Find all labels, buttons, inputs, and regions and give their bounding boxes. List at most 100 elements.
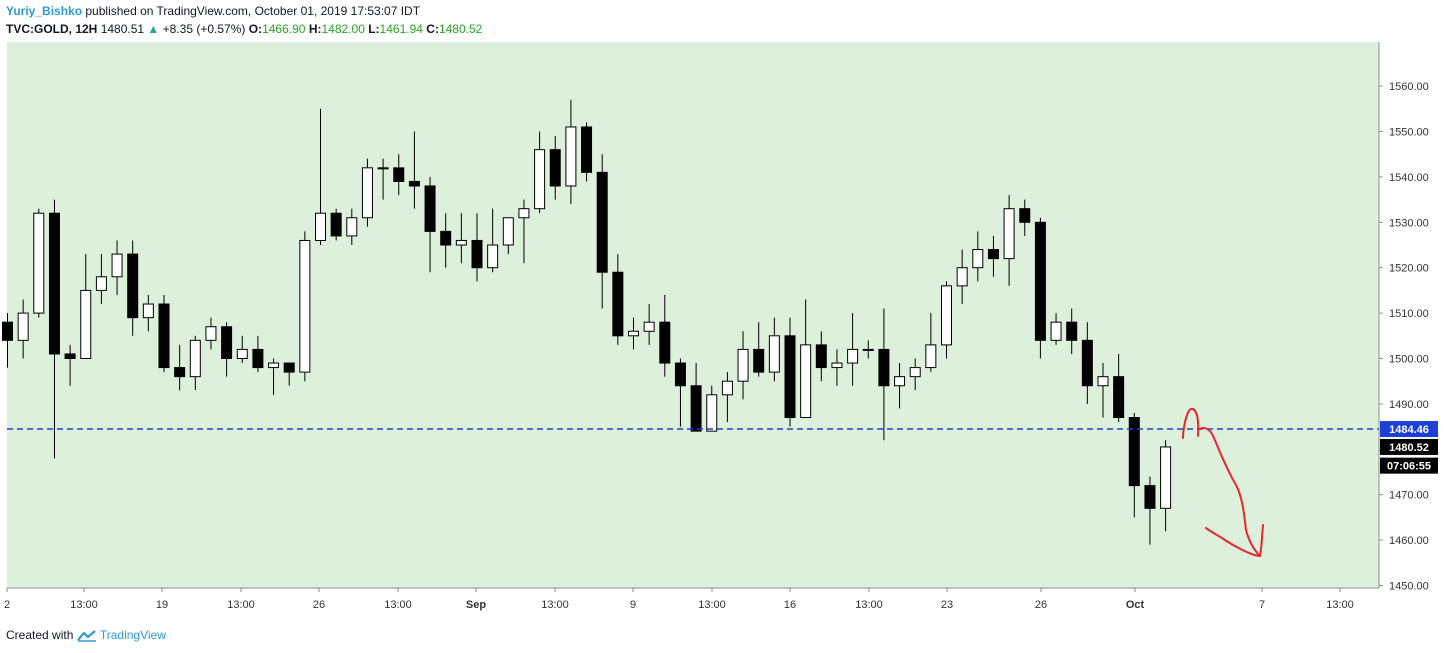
bull-candle [17, 312, 29, 341]
bear-candle [1066, 321, 1078, 341]
bull-candle [487, 244, 499, 269]
bull-candle [502, 217, 514, 246]
price-tick-label: 1460.00 [1389, 535, 1429, 547]
bull-candle [862, 348, 874, 351]
open-value: 1466.90 [262, 22, 306, 36]
bull-candle [1050, 321, 1062, 341]
high-value: 1482.00 [321, 22, 365, 36]
bull-candle [80, 289, 92, 359]
bear-candle [408, 180, 420, 187]
bull-candle [1003, 208, 1015, 260]
chart-background [7, 42, 1379, 588]
price-tags: 1484.46 1480.52 07:06:55 [1380, 421, 1438, 474]
time-tick-label: 26 [313, 599, 325, 611]
candlestick-chart[interactable]: 1560.00 1550.00 1540.00 1530.00 1520.00 1510.… [0, 0, 1444, 625]
bull-candle [1097, 376, 1109, 387]
close-value: 1480.52 [438, 22, 483, 36]
bear-candle [987, 249, 999, 260]
bear-candle [1019, 208, 1031, 223]
price-tick-label: 1450.00 [1389, 581, 1429, 593]
last-price: 1480.51 [100, 22, 145, 36]
bear-candle [690, 385, 702, 432]
high-label: H: [308, 22, 322, 36]
bull-candle [299, 239, 311, 373]
time-tick-label: 13:00 [384, 599, 412, 611]
bull-candle [909, 367, 921, 378]
bull-candle [315, 212, 326, 241]
publish-info: Yuriy_Bishko published on TradingView.co… [6, 4, 420, 18]
close-label: C: [426, 22, 439, 36]
bull-candle [142, 303, 154, 319]
footer: Created with TradingView [6, 628, 166, 642]
time-tick-label: 9 [630, 599, 636, 611]
time-tick-label: 13:00 [541, 599, 569, 611]
bull-candle [768, 335, 780, 373]
bull-candle [268, 362, 280, 369]
time-tick-label: 13:00 [1326, 599, 1354, 611]
price-axis: 1560.00 1550.00 1540.00 1530.00 1520.00 1510.… [1379, 81, 1429, 593]
bear-candle [596, 171, 608, 273]
bull-candle [925, 344, 937, 369]
bull-candle [831, 362, 843, 369]
symbol-label: TVC:GOLD, 12H [6, 22, 98, 36]
bull-candle [455, 239, 467, 246]
open-label: O: [248, 22, 263, 36]
time-tick-label: 13:00 [70, 599, 98, 611]
bear-candle [815, 344, 827, 369]
bull-candle [956, 267, 968, 287]
time-tick-label: 7 [1259, 599, 1265, 611]
bull-candle [236, 348, 248, 360]
bull-candle [643, 321, 655, 332]
bear-candle [1128, 417, 1140, 487]
price-tick-label: 1530.00 [1389, 217, 1429, 229]
price-tick-label: 1490.00 [1389, 399, 1429, 411]
bull-candle [189, 339, 201, 378]
bear-candle [440, 230, 452, 246]
published-text: published on TradingView.com, October 01… [85, 4, 421, 18]
price-tag-bg [1380, 457, 1438, 474]
bear-candle [174, 367, 186, 378]
bear-candle [424, 185, 436, 232]
bear-candle [659, 321, 671, 364]
bear-candle [674, 362, 686, 387]
bull-candle [800, 344, 812, 419]
change-value: +8.35 (+0.57%) [162, 22, 246, 36]
author-name[interactable]: Yuriy_Bishko [6, 4, 83, 18]
time-tick-label: 26 [1035, 599, 1047, 611]
price-tag-bg [1380, 421, 1438, 438]
price-tag-label: 07:06:55 [1387, 461, 1431, 473]
bull-candle [941, 285, 952, 346]
price-tick-label: 1500.00 [1389, 354, 1429, 366]
bull-candle [972, 249, 984, 269]
time-tick-label: Sep [466, 599, 486, 611]
bull-candle [894, 376, 906, 387]
price-tag-label: 1480.52 [1389, 442, 1429, 454]
hand-drawn-arrow [1182, 408, 1264, 557]
low-label: L: [368, 22, 380, 36]
time-tick-label: 13:00 [698, 599, 726, 611]
bear-candle [1034, 221, 1046, 341]
bear-candle [549, 149, 561, 187]
bear-candle [581, 126, 593, 173]
bear-candle [158, 303, 170, 369]
bear-candle [784, 335, 796, 419]
bear-candle [471, 239, 483, 269]
price-tick-label: 1470.00 [1389, 490, 1429, 502]
candles-layer [2, 99, 1172, 545]
time-tick-label: 13:00 [855, 599, 883, 611]
bull-candle [346, 217, 358, 237]
bull-candle [706, 394, 718, 432]
price-tag-bg [1380, 438, 1438, 455]
time-tick-label: 19 [156, 599, 168, 611]
bull-candle [628, 330, 639, 337]
bull-candle [33, 212, 45, 314]
price-tick-label: 1510.00 [1389, 308, 1429, 320]
tradingview-brand[interactable]: TradingView [99, 628, 166, 642]
created-with-text: Created with [6, 628, 74, 642]
bear-candle [64, 353, 76, 359]
bear-candle [283, 362, 295, 373]
bear-candle [127, 253, 139, 319]
bull-candle [534, 149, 546, 210]
bull-candle [565, 126, 577, 187]
time-tick-label: 2 [4, 599, 10, 611]
